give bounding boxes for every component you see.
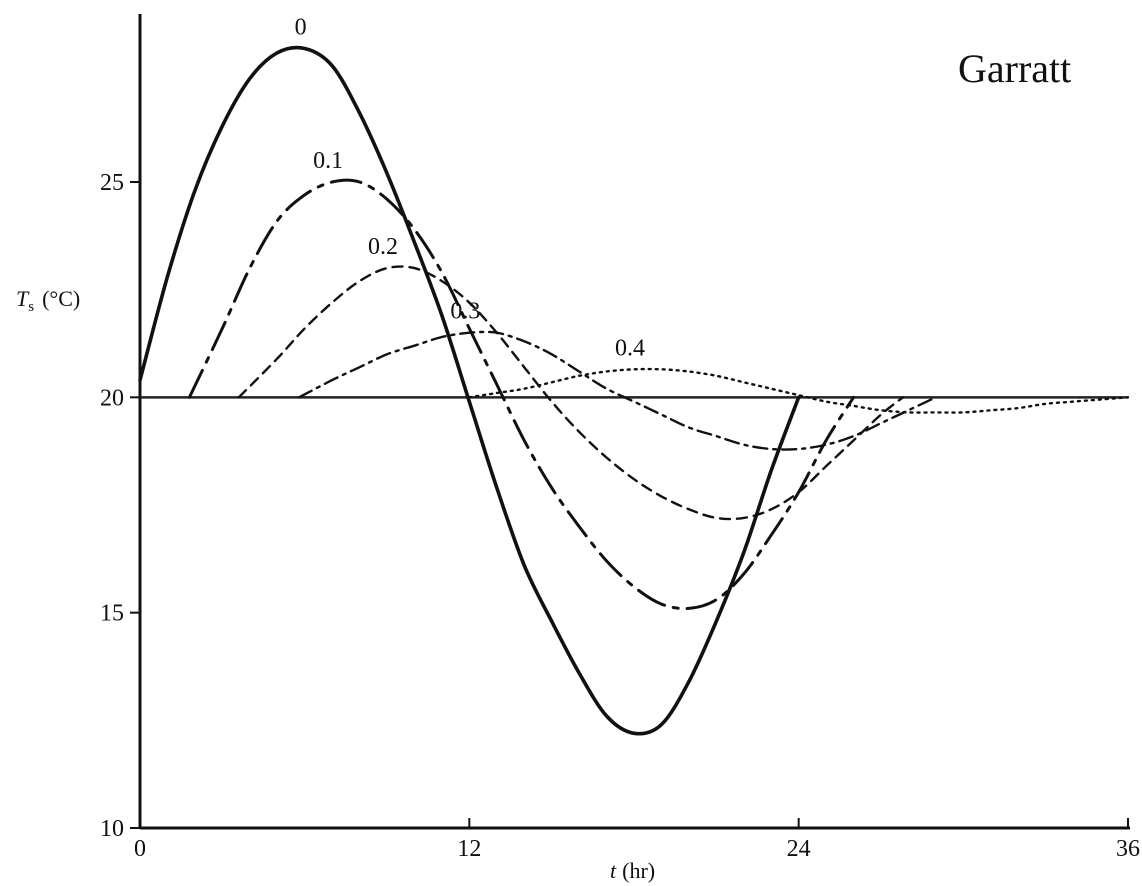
y-axis-label-var: T: [16, 286, 30, 311]
chart-credit: Garratt: [958, 46, 1071, 91]
x-axis-label: t (hr): [610, 858, 655, 883]
x-tick-label: 36: [1116, 836, 1140, 862]
series-group: [138, 45, 1130, 736]
curve-label-2: 0.2: [368, 234, 398, 260]
x-tick-label: 24: [787, 836, 811, 862]
x-axis-label-var: t: [610, 858, 617, 883]
curve-label-1: 0.1: [313, 148, 343, 174]
series-line-1: [187, 178, 856, 611]
x-axis-label-unit: (hr): [622, 858, 655, 883]
x-tick-label: 12: [457, 836, 481, 862]
series-line-2: [237, 265, 905, 521]
curve-label-3: 0.3: [450, 299, 480, 325]
y-tick-label: 20: [100, 385, 124, 411]
curve-label-0: 0: [295, 14, 307, 40]
y-tick-label: 25: [100, 170, 124, 196]
x-tick-label: 0: [134, 836, 146, 862]
series-line-4: [468, 367, 1130, 414]
y-axis-label-unit: (°C): [42, 286, 80, 311]
y-tick-label: 10: [100, 816, 124, 842]
curve-label-group: 0 0.1 0.2 0.3 0.4: [295, 14, 645, 361]
y-axis-label-sub: s: [28, 299, 34, 315]
tick-group: 10 15 20 25 0 12 24 36: [100, 170, 1140, 862]
series-line-3: [298, 330, 938, 451]
y-axis-label: Ts (°C): [16, 286, 80, 315]
series-line-0: [138, 45, 801, 736]
y-tick-label: 15: [100, 601, 124, 627]
curve-label-4: 0.4: [615, 335, 645, 361]
